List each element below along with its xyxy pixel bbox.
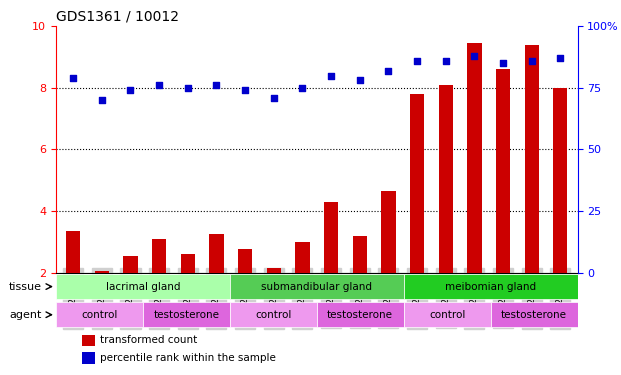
Bar bbox=[94, 271, 109, 273]
Point bbox=[211, 82, 221, 88]
Text: testosterone: testosterone bbox=[153, 310, 219, 320]
Bar bbox=[410, 94, 424, 273]
Bar bbox=[238, 249, 252, 273]
Bar bbox=[295, 242, 309, 273]
FancyBboxPatch shape bbox=[317, 302, 404, 327]
Bar bbox=[152, 238, 166, 273]
Bar bbox=[438, 85, 453, 273]
Bar bbox=[123, 256, 138, 273]
Point bbox=[555, 55, 565, 61]
Bar bbox=[209, 234, 224, 273]
Text: agent: agent bbox=[9, 310, 42, 320]
Point bbox=[498, 60, 508, 66]
Point bbox=[269, 94, 279, 100]
Text: control: control bbox=[429, 310, 465, 320]
Text: testosterone: testosterone bbox=[327, 310, 393, 320]
Point bbox=[240, 87, 250, 93]
Bar bbox=[353, 236, 367, 273]
Bar bbox=[66, 231, 80, 273]
Text: GDS1361 / 10012: GDS1361 / 10012 bbox=[56, 10, 179, 24]
FancyBboxPatch shape bbox=[404, 274, 578, 299]
Bar bbox=[525, 45, 539, 273]
Bar bbox=[381, 191, 396, 273]
Bar bbox=[553, 88, 568, 273]
Text: tissue: tissue bbox=[9, 282, 42, 292]
Bar bbox=[82, 352, 95, 364]
Text: lacrimal gland: lacrimal gland bbox=[106, 282, 180, 292]
FancyBboxPatch shape bbox=[56, 302, 143, 327]
Point bbox=[355, 77, 365, 83]
Point bbox=[125, 87, 135, 93]
Point bbox=[326, 72, 336, 78]
Point bbox=[97, 97, 107, 103]
FancyBboxPatch shape bbox=[56, 274, 230, 299]
Text: meibomian gland: meibomian gland bbox=[445, 282, 536, 292]
Bar bbox=[181, 254, 195, 273]
Point bbox=[441, 58, 451, 64]
Text: control: control bbox=[81, 310, 117, 320]
Point bbox=[297, 85, 307, 91]
Text: submandibular gland: submandibular gland bbox=[261, 282, 372, 292]
Point bbox=[527, 58, 537, 64]
Bar bbox=[467, 43, 481, 273]
Text: percentile rank within the sample: percentile rank within the sample bbox=[100, 353, 276, 363]
Point bbox=[68, 75, 78, 81]
Text: control: control bbox=[255, 310, 291, 320]
Point bbox=[154, 82, 164, 88]
Bar bbox=[266, 268, 281, 273]
FancyBboxPatch shape bbox=[491, 302, 578, 327]
FancyBboxPatch shape bbox=[143, 302, 230, 327]
Bar bbox=[324, 202, 338, 273]
FancyBboxPatch shape bbox=[230, 274, 404, 299]
Text: testosterone: testosterone bbox=[501, 310, 567, 320]
Point bbox=[469, 53, 479, 59]
Point bbox=[383, 68, 393, 74]
Bar bbox=[82, 334, 95, 346]
Point bbox=[183, 85, 193, 91]
FancyBboxPatch shape bbox=[230, 302, 317, 327]
Point bbox=[412, 58, 422, 64]
Text: transformed count: transformed count bbox=[100, 335, 197, 345]
FancyBboxPatch shape bbox=[404, 302, 491, 327]
Bar bbox=[496, 69, 510, 273]
